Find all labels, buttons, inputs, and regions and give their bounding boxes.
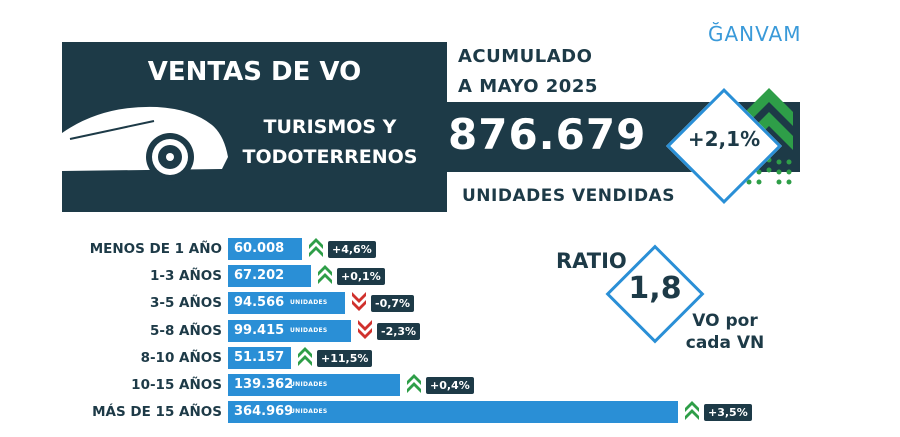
title-banner: [62, 42, 447, 102]
ratio-caption-line1: VO por: [692, 311, 758, 331]
age-group-label: MENOS DE 1 AÑO: [89, 241, 222, 257]
age-group-bar: 94.566 UNIDADES: [228, 292, 345, 314]
age-group-label: 5-8 AÑOS: [149, 323, 222, 339]
age-group-label: 10-15 AÑOS: [131, 377, 222, 393]
total-units: 876.679: [448, 110, 647, 159]
bar-unit: UNIDADES: [290, 327, 328, 334]
change-badge: +0,1%: [337, 268, 385, 285]
segment-line2: TODOTERRENOS: [242, 146, 418, 168]
bar-unit: UNIDADES: [290, 408, 328, 415]
bar-value: 67.202: [234, 268, 285, 283]
bar-unit: UNIDADES: [290, 381, 328, 388]
age-group-label: MÁS DE 15 AÑOS: [92, 404, 222, 420]
arrow-up-icon: [318, 265, 332, 284]
brand-logo: ĞANVAM: [708, 22, 802, 46]
growth-value: +2,1%: [687, 127, 761, 151]
arrow-up-icon: [407, 374, 421, 393]
change-badge: +3,5%: [704, 404, 752, 421]
age-group-label: 3-5 AÑOS: [149, 295, 222, 311]
ratio-caption: VO por cada VN: [680, 310, 770, 354]
arrow-down-icon: [352, 292, 366, 311]
bar-value: 51.157: [234, 350, 285, 365]
bar-value: 99.415: [234, 323, 285, 338]
period-label: ACUMULADO A MAYO 2025: [458, 42, 598, 102]
bar-value: 139.362: [234, 377, 294, 392]
arrow-up-icon: [309, 238, 323, 257]
change-badge: -2,3%: [377, 323, 421, 340]
ratio-title: RATIO: [556, 249, 627, 273]
bar-value: 60.008: [234, 241, 285, 256]
age-group-bar: 139.362 UNIDADES: [228, 374, 400, 396]
change-badge: +4,6%: [328, 241, 376, 258]
age-group-bar: 364.969 UNIDADES: [228, 401, 678, 423]
units-sold-label: UNIDADES VENDIDAS: [462, 186, 675, 206]
bar-value: 94.566: [234, 295, 285, 310]
period-line1: ACUMULADO: [458, 46, 593, 67]
age-group-bar: 67.202: [228, 265, 311, 287]
age-group-bar: 60.008: [228, 238, 302, 260]
arrow-up-icon: [298, 347, 312, 366]
ratio-caption-line2: cada VN: [685, 333, 765, 353]
change-badge: +0,4%: [426, 377, 474, 394]
age-group-bar: 99.415 UNIDADES: [228, 320, 351, 342]
age-group-label: 8-10 AÑOS: [140, 350, 222, 366]
ratio-value: 1,8: [628, 271, 682, 306]
segment-line1: TURISMOS Y: [263, 116, 397, 138]
car-icon: [62, 106, 228, 181]
arrow-up-icon: [685, 401, 699, 420]
page-title: VENTAS DE VO: [147, 57, 362, 87]
age-group-bar: 51.157: [228, 347, 291, 369]
segment-label: TURISMOS Y TODOTERRENOS: [230, 112, 430, 172]
change-badge: -0,7%: [371, 295, 415, 312]
age-group-label: 1-3 AÑOS: [149, 268, 222, 284]
arrow-down-icon: [358, 320, 372, 339]
period-line2: A MAYO 2025: [458, 76, 598, 97]
change-badge: +11,5%: [317, 350, 373, 367]
bar-value: 364.969: [234, 404, 294, 419]
bar-unit: UNIDADES: [290, 299, 328, 306]
